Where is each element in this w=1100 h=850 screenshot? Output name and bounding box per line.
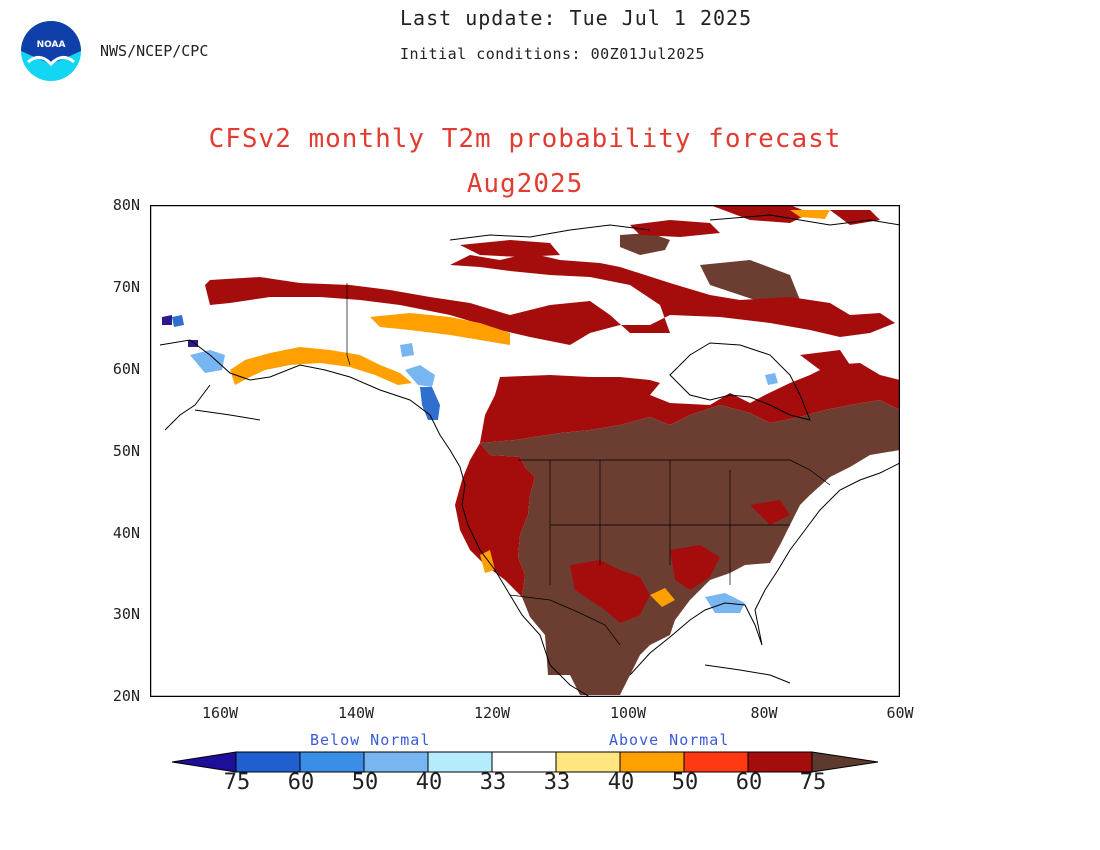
lon-label-160w: 160W xyxy=(201,704,239,722)
shade-orange-yukon xyxy=(370,313,510,345)
legend-number-below-33: 33 xyxy=(479,770,507,795)
svg-text:NOAA: NOAA xyxy=(37,40,66,50)
legend-swatch-normal xyxy=(492,752,556,772)
legend-swatch-above-50 xyxy=(684,752,748,772)
lat-label-60n: 60N xyxy=(112,360,140,378)
lon-label-120w: 120W xyxy=(473,704,511,722)
legend-number-above-75: 75 xyxy=(799,770,827,795)
lat-label-20n: 20N xyxy=(112,687,140,705)
shade-dark-red-islands xyxy=(460,205,880,370)
legend-number-below-40: 40 xyxy=(415,770,443,795)
lat-label-30n: 30N xyxy=(112,605,140,623)
legend-swatch-below-50 xyxy=(300,752,364,772)
lat-label-50n: 50N xyxy=(112,442,140,460)
lat-label-70n: 70N xyxy=(112,278,140,296)
legend-swatch-below-75 xyxy=(172,752,236,772)
legend-swatch-above-40 xyxy=(620,752,684,772)
shade-dark-brown-north xyxy=(620,233,800,305)
shade-dark-red-west xyxy=(455,443,535,597)
legend-number-below-60: 60 xyxy=(287,770,315,795)
lon-label-100w: 100W xyxy=(609,704,647,722)
legend-swatch-above-33 xyxy=(556,752,620,772)
agency-label: NWS/NCEP/CPC xyxy=(100,42,209,60)
forecast-shading xyxy=(162,205,900,695)
lon-label-80w: 80W xyxy=(750,704,778,722)
lon-label-140w: 140W xyxy=(337,704,375,722)
legend-number-below-50: 50 xyxy=(351,770,379,795)
last-update-label: Last update: Tue Jul 1 2025 xyxy=(400,6,753,30)
shade-dark-red-south xyxy=(570,500,790,623)
chart-subtitle: Aug2025 xyxy=(466,169,584,199)
legend-number-below-75: 75 xyxy=(223,770,251,795)
shade-purple-alaska xyxy=(162,315,198,347)
shade-dark-red-arctic xyxy=(205,253,895,345)
lat-label-80n: 80N xyxy=(112,196,140,214)
initial-conditions-label: Initial conditions: 00Z01Jul2025 xyxy=(400,45,705,63)
legend-swatch-below-33 xyxy=(428,752,492,772)
legend-above-normal-label: Above Normal xyxy=(609,731,730,749)
legend-swatch-above-60 xyxy=(748,752,812,772)
lon-label-60w: 60W xyxy=(886,704,914,722)
political-borders xyxy=(346,283,831,646)
shade-dark-red-band xyxy=(480,363,900,443)
legend-number-above-33: 33 xyxy=(543,770,571,795)
forecast-map xyxy=(150,205,900,697)
shade-orange-alaska xyxy=(230,347,412,385)
legend-swatch-above-75 xyxy=(812,752,878,772)
noaa-logo-icon: NOAA xyxy=(21,21,81,81)
legend-number-above-50: 50 xyxy=(671,770,699,795)
shade-light-blue-alaska xyxy=(190,343,435,387)
legend-swatch-below-60 xyxy=(236,752,300,772)
chart-title: CFSv2 monthly T2m probability forecast xyxy=(208,124,842,154)
legend-below-normal-label: Below Normal xyxy=(310,731,431,749)
lat-label-40n: 40N xyxy=(112,524,140,542)
coastlines xyxy=(159,214,900,697)
legend-number-above-60: 60 xyxy=(735,770,763,795)
legend-swatch-below-40 xyxy=(364,752,428,772)
color-legend-bar xyxy=(171,751,879,773)
legend-number-above-40: 40 xyxy=(607,770,635,795)
